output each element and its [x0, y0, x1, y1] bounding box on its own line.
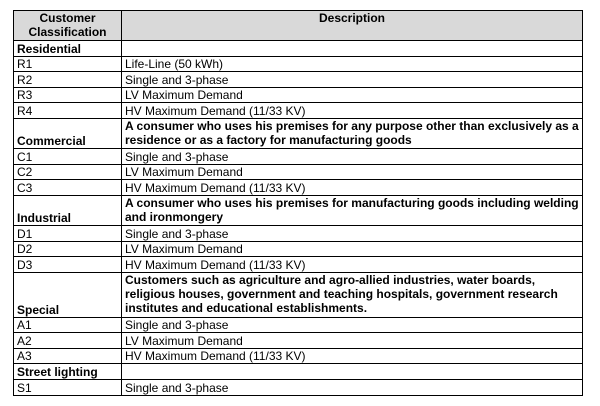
category-row: Special Customers such as agriculture and… [13, 271, 583, 318]
table-row: R2 Single and 3-phase [13, 71, 583, 88]
class-code: D1 [13, 225, 122, 242]
table-row: S1 Single and 3-phase [13, 379, 583, 396]
class-code: C2 [13, 163, 122, 181]
class-code: C1 [13, 148, 122, 165]
category-description [121, 40, 583, 57]
category-label: Residential [13, 40, 122, 57]
category-row: Residential [13, 40, 583, 57]
class-code: A2 [13, 332, 122, 349]
class-description: HV Maximum Demand (11/33 KV) [121, 347, 583, 365]
header-customer-classification: Customer Classification [13, 10, 122, 41]
table-row: D3 HV Maximum Demand (11/33 KV) [13, 256, 583, 273]
class-code: D2 [13, 240, 122, 258]
category-label: Street lighting [13, 363, 122, 381]
class-code: R1 [13, 55, 122, 73]
table-row: C3 HV Maximum Demand (11/33 KV) [13, 179, 583, 196]
class-description: HV Maximum Demand (11/33 KV) [121, 179, 583, 196]
category-description [121, 363, 583, 381]
customer-classification-table: Customer Classification Description Resi… [13, 10, 583, 396]
class-description: HV Maximum Demand (11/33 KV) [121, 102, 583, 119]
class-description: LV Maximum Demand [121, 163, 583, 181]
class-code: C3 [13, 179, 122, 196]
class-description: Single and 3-phase [121, 316, 583, 334]
category-row: Street lighting [13, 363, 583, 381]
class-code: A1 [13, 316, 122, 334]
class-description: LV Maximum Demand [121, 240, 583, 258]
class-description: Single and 3-phase [121, 148, 583, 165]
table-row: R4 HV Maximum Demand (11/33 KV) [13, 102, 583, 119]
header-description: Description [121, 10, 583, 41]
category-label: Industrial [13, 194, 122, 227]
table-row: A2 LV Maximum Demand [13, 332, 583, 349]
class-description: Life-Line (50 kWh) [121, 55, 583, 73]
class-description: Single and 3-phase [121, 71, 583, 88]
table-row: D1 Single and 3-phase [13, 225, 583, 242]
category-row: Commercial A consumer who uses his premis… [13, 117, 583, 150]
class-code: R2 [13, 71, 122, 88]
category-label: Special [13, 271, 122, 318]
table-row: C1 Single and 3-phase [13, 148, 583, 165]
table-header-row: Customer Classification Description [13, 10, 583, 41]
table-row: R3 LV Maximum Demand [13, 86, 583, 104]
table-row: A3 HV Maximum Demand (11/33 KV) [13, 347, 583, 365]
table-body: Residential R1 Life-Line (50 kWh) R2 Single … [13, 40, 583, 396]
table-row: R1 Life-Line (50 kWh) [13, 55, 583, 73]
category-description: A consumer who uses his premises for man… [121, 194, 583, 227]
table-row: C2 LV Maximum Demand [13, 163, 583, 181]
table-row: A1 Single and 3-phase [13, 316, 583, 334]
class-description: LV Maximum Demand [121, 332, 583, 349]
class-code: D3 [13, 256, 122, 273]
class-description: Single and 3-phase [121, 379, 583, 396]
class-code: R4 [13, 102, 122, 119]
category-label: Commercial [13, 117, 122, 150]
category-row: Industrial A consumer who uses his premis… [13, 194, 583, 227]
class-code: S1 [13, 379, 122, 396]
class-description: Single and 3-phase [121, 225, 583, 242]
category-description: A consumer who uses his premises for any… [121, 117, 583, 150]
table-row: D2 LV Maximum Demand [13, 240, 583, 258]
class-code: A3 [13, 347, 122, 365]
category-description: Customers such as agriculture and agro-a… [121, 271, 583, 318]
class-description: HV Maximum Demand (11/33 KV) [121, 256, 583, 273]
class-code: R3 [13, 86, 122, 104]
class-description: LV Maximum Demand [121, 86, 583, 104]
